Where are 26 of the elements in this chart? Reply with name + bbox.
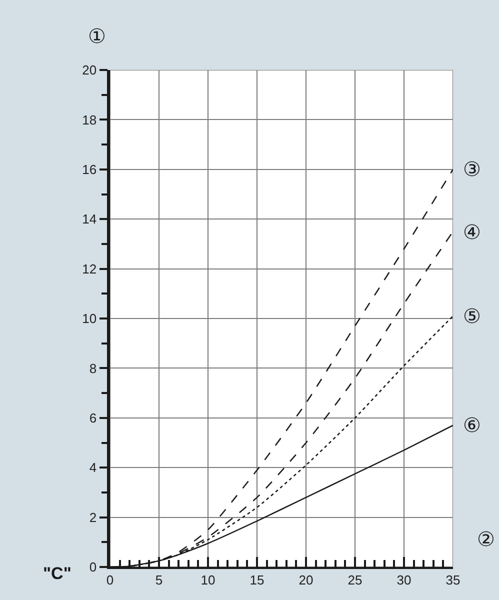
series-label: ⑥ [463,413,481,437]
y-tick-label: 4 [89,460,97,476]
y-tick-label: 18 [82,112,97,128]
series-label: ⑤ [463,304,481,328]
x-tick-label: 25 [348,572,362,588]
x-tick-label: 10 [200,572,216,588]
y-tick-label: 6 [89,410,97,426]
x-tick-label: 15 [250,572,264,588]
x-axis-title: ② [477,527,495,551]
x-tick-label: 0 [106,572,114,588]
x-tick-label: 5 [155,572,163,588]
text: "C" [43,564,72,583]
y-tick-label: 20 [82,62,97,78]
y-tick-label: 10 [82,311,97,326]
y-tick-label: 16 [82,162,97,177]
series-label: ③ [463,157,481,181]
x-tick-label: 30 [396,572,412,588]
y-tick-label: 0 [89,560,97,575]
series-label: ④ [463,220,481,244]
y-tick-label: 8 [89,360,97,376]
y-tick-label: 2 [89,510,97,525]
y-axis-title: ① [88,24,106,48]
y-tick-label: 14 [82,212,97,227]
x-tick-label: 20 [298,572,314,588]
y-tick-label: 12 [82,261,97,276]
x-tick-label: 35 [446,572,460,588]
